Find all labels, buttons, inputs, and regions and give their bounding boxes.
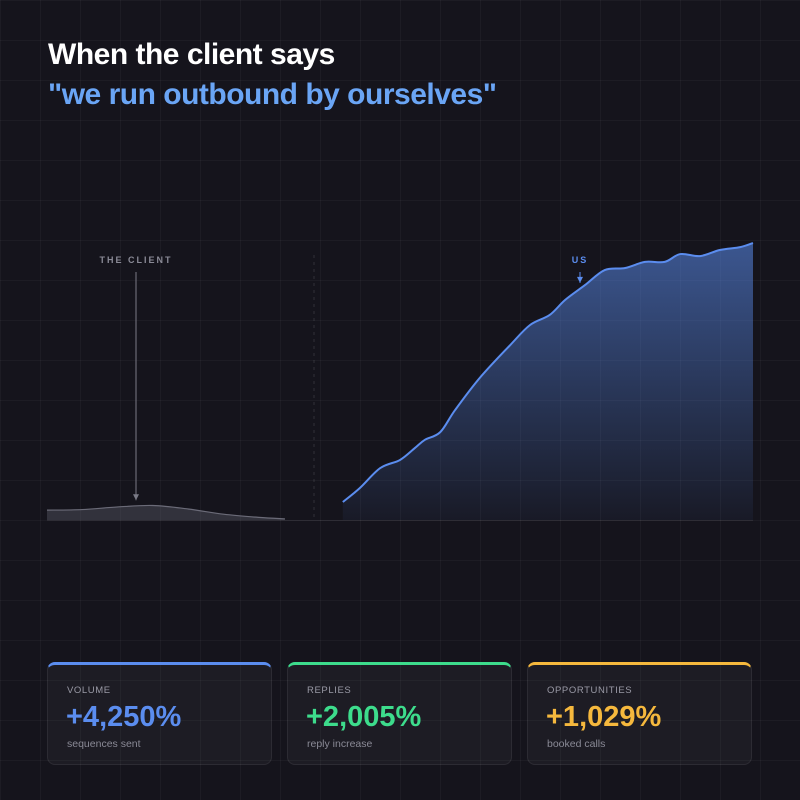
area-line [342,242,754,503]
stat-value: +1,029% [546,701,662,733]
stat-value: +4,250% [66,701,182,733]
stat-card: VOLUME +4,250% sequences sent [47,662,272,765]
title: When the client says [48,38,335,71]
area-fill [342,243,753,521]
stat-caption: booked calls [547,738,606,750]
series-annotation: THE CLIENT [100,255,173,265]
stat-value: +2,005% [306,701,422,733]
series-annotation: US [572,255,589,265]
stat-label: REPLIES [307,685,352,696]
stat-label: OPPORTUNITIES [547,685,633,696]
annotation-arrowhead [577,276,583,283]
stat-caption: reply increase [307,738,373,750]
subtitle: "we run outbound by ourselves" [48,78,497,111]
stat-card: OPPORTUNITIES +1,029% booked calls [527,662,752,765]
stat-caption: sequences sent [67,738,141,750]
area-line [46,504,285,520]
area-fill [47,505,285,520]
annotation-arrowhead [133,494,139,501]
stat-label: VOLUME [67,685,111,696]
stat-card: REPLIES +2,005% reply increase [287,662,512,765]
